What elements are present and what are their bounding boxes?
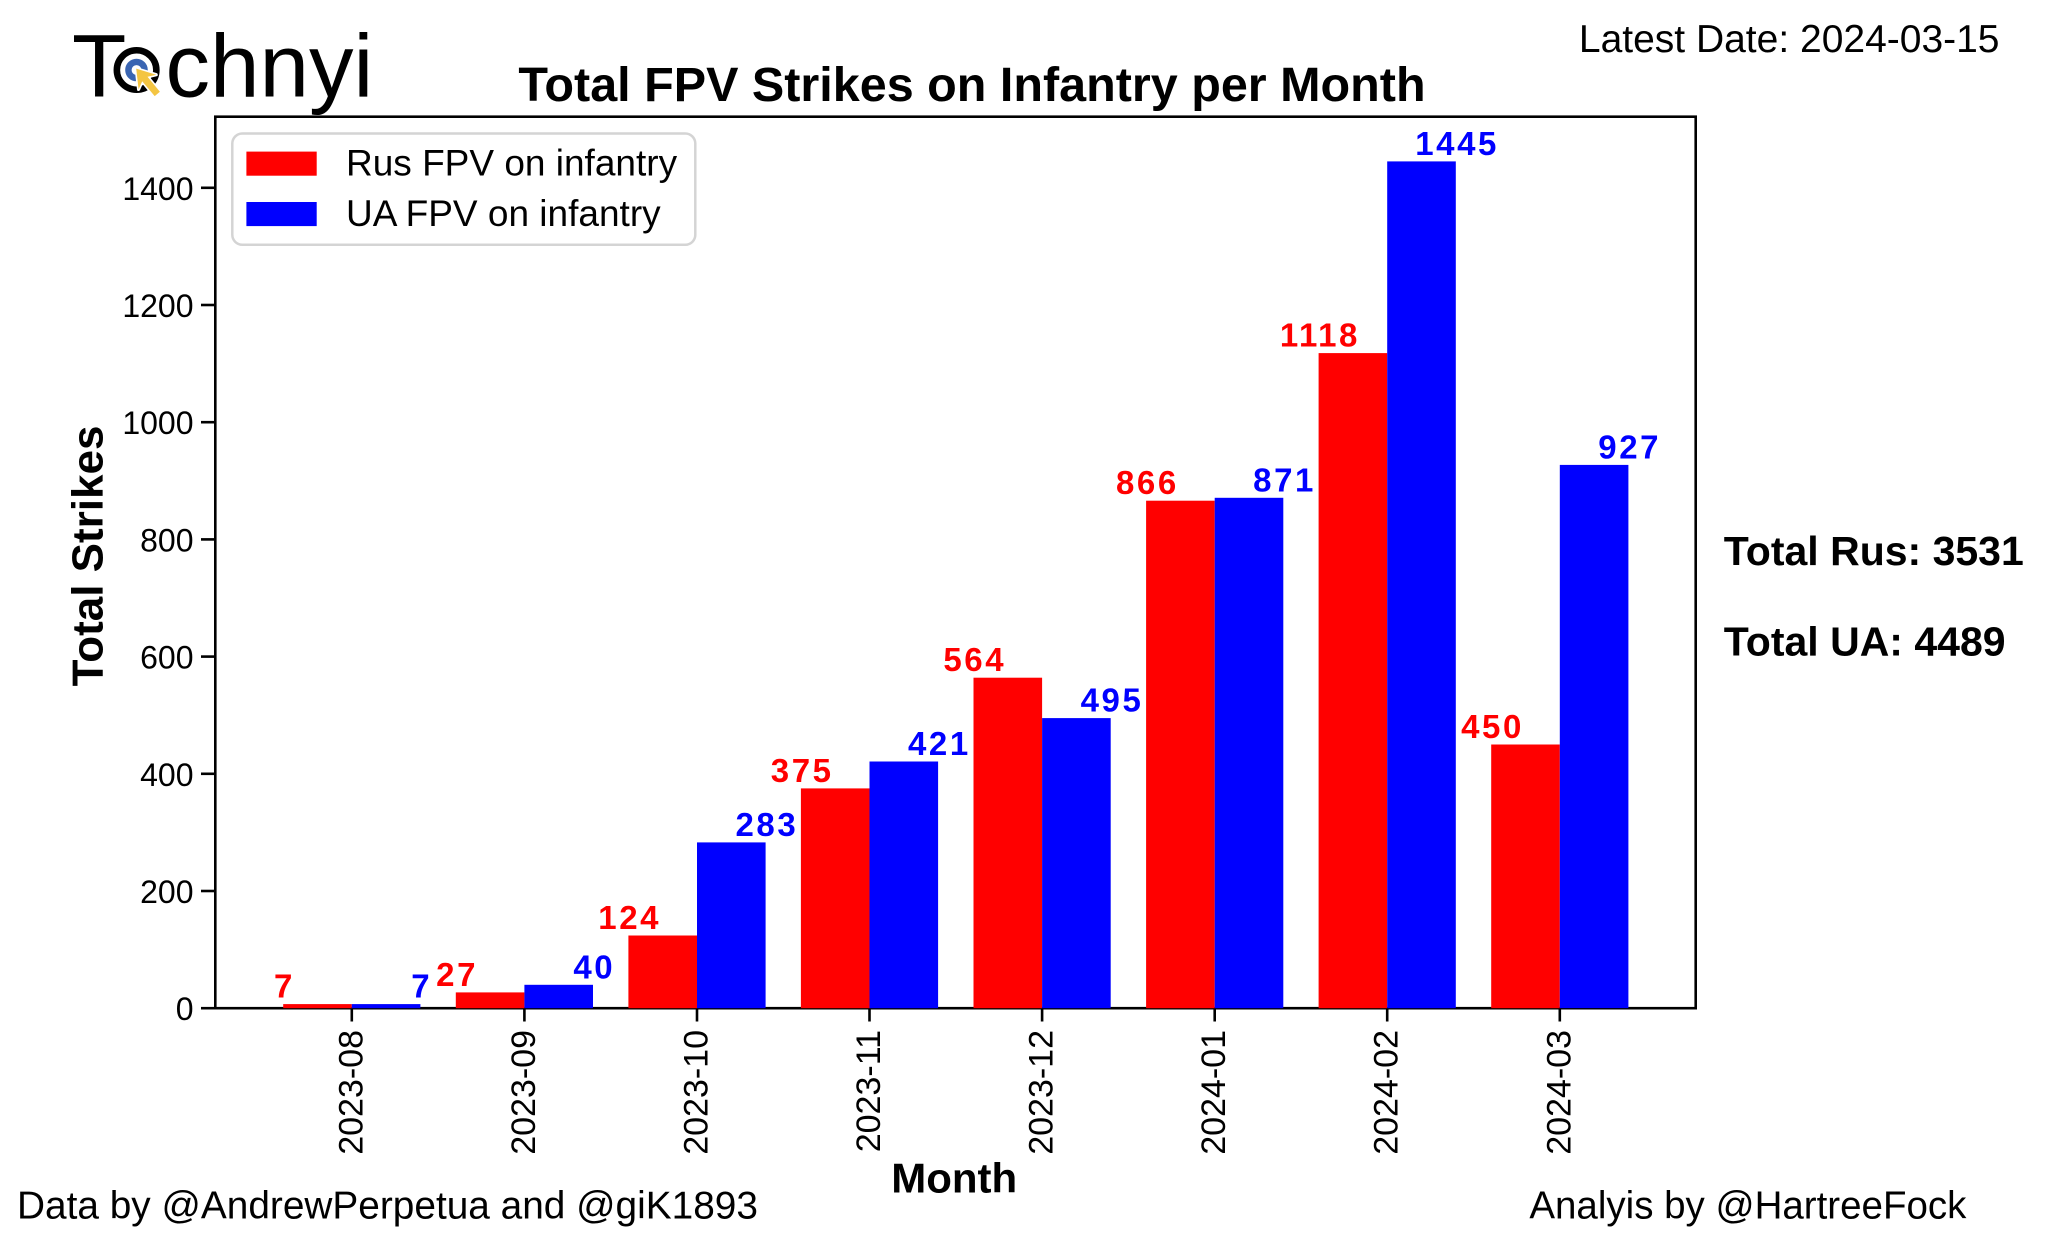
svg-text:2023-10: 2023-10: [678, 1030, 716, 1155]
svg-text:200: 200: [140, 874, 193, 910]
svg-text:564: 564: [943, 641, 1006, 678]
svg-text:2024-01: 2024-01: [1195, 1030, 1233, 1155]
svg-text:2024-03: 2024-03: [1540, 1030, 1578, 1155]
svg-text:Total FPV Strikes on Infantry: Total FPV Strikes on Infantry per Month: [518, 58, 1425, 112]
svg-text:800: 800: [140, 522, 193, 558]
svg-text:Total Strikes: Total Strikes: [64, 426, 113, 687]
svg-text:Analyis by @HartreeFock: Analyis by @HartreeFock: [1529, 1185, 1967, 1228]
svg-text:Data by @AndrewPerpetua and @g: Data by @AndrewPerpetua and @giK1893: [17, 1185, 758, 1228]
svg-text:0: 0: [176, 991, 194, 1027]
svg-text:1400: 1400: [122, 171, 193, 207]
svg-text:866: 866: [1116, 464, 1179, 501]
svg-text:421: 421: [908, 725, 971, 762]
svg-text:600: 600: [140, 640, 193, 676]
svg-text:UA FPV on infantry: UA FPV on infantry: [346, 193, 661, 234]
svg-text:2023-11: 2023-11: [850, 1030, 888, 1152]
svg-text:871: 871: [1253, 461, 1316, 498]
svg-text:124: 124: [598, 899, 661, 936]
svg-text:283: 283: [735, 806, 798, 843]
svg-text:2024-02: 2024-02: [1368, 1030, 1406, 1155]
svg-text:375: 375: [771, 752, 834, 789]
svg-text:Month: Month: [891, 1155, 1017, 1202]
svg-text:7: 7: [411, 968, 432, 1005]
svg-text:40: 40: [573, 948, 615, 985]
svg-text:1118: 1118: [1280, 317, 1360, 354]
svg-text:2023-09: 2023-09: [505, 1030, 543, 1155]
svg-text:Rus FPV on infantry: Rus FPV on infantry: [346, 143, 678, 184]
svg-text:chnyi: chnyi: [166, 16, 374, 116]
svg-text:Total UA: 4489: Total UA: 4489: [1724, 619, 2006, 665]
svg-text:400: 400: [140, 757, 193, 793]
svg-text:1000: 1000: [122, 405, 193, 441]
svg-text:495: 495: [1081, 682, 1144, 719]
svg-text:450: 450: [1461, 708, 1524, 745]
svg-text:2023-12: 2023-12: [1023, 1030, 1061, 1155]
svg-text:1445: 1445: [1415, 125, 1499, 162]
svg-text:927: 927: [1598, 428, 1661, 465]
svg-text:2023-08: 2023-08: [332, 1030, 370, 1155]
svg-text:1200: 1200: [122, 288, 193, 324]
svg-text:Latest Date: 2024-03-15: Latest Date: 2024-03-15: [1579, 18, 2000, 61]
svg-text:27: 27: [436, 956, 478, 993]
svg-text:7: 7: [274, 968, 295, 1005]
svg-text:Total Rus: 3531: Total Rus: 3531: [1724, 528, 2024, 574]
